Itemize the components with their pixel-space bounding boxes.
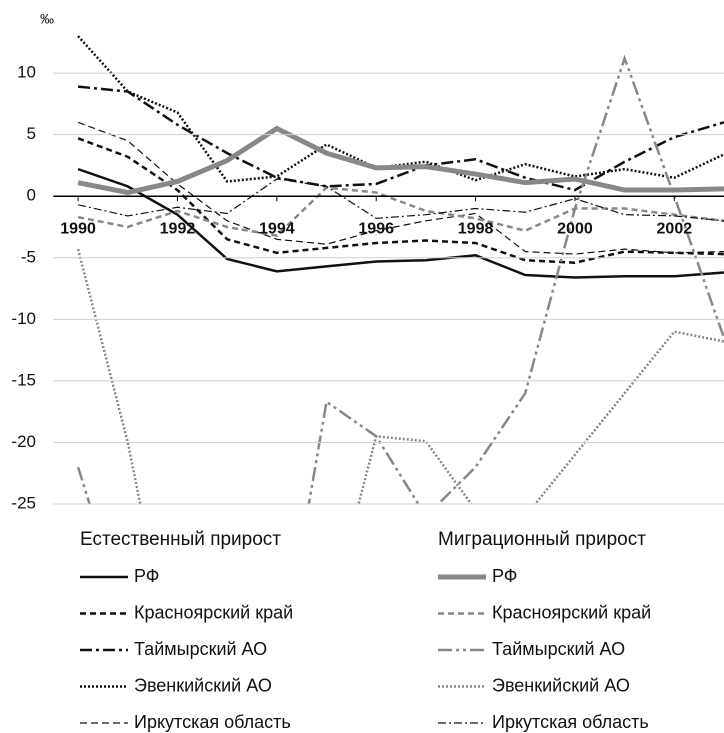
x-tick-label: 1992 [160, 220, 196, 237]
series-line [76, 54, 724, 504]
y-tick-label: -20 [11, 432, 36, 451]
legend-label: РФ [492, 566, 518, 586]
legend-label: Эвенкийский АО [492, 675, 630, 695]
y-tick-label: -10 [11, 309, 36, 328]
x-tick-label: 2002 [657, 220, 693, 237]
legend-label: РФ [134, 566, 160, 586]
series-line [76, 248, 724, 504]
x-tick-label: 1996 [358, 220, 394, 237]
y-tick-label: 10 [17, 63, 36, 82]
legend-label: Иркутская область [492, 712, 649, 732]
legend-label: Эвенкийский АО [134, 675, 272, 695]
y-axis-label: ‰ [40, 11, 54, 27]
y-tick-label: 0 [27, 186, 36, 205]
y-tick-label: -25 [11, 493, 36, 512]
x-tick-label: 1994 [259, 220, 295, 237]
series-line [77, 137, 724, 264]
series-line [77, 178, 724, 222]
x-tick-label: 1998 [458, 220, 494, 237]
legend-header: Естественный прирост [80, 529, 281, 550]
y-tick-label: 5 [27, 124, 36, 143]
y-tick-label: -15 [11, 370, 36, 389]
series-line [77, 186, 724, 237]
legend-label: Таймырский АО [134, 639, 267, 659]
legend-label: Красноярский край [492, 602, 651, 622]
x-tick-label: 1990 [60, 220, 96, 237]
legend-label: Иркутская область [134, 712, 291, 732]
legend-label: Красноярский край [134, 602, 293, 622]
x-tick-label: 2000 [557, 220, 593, 237]
series-line [77, 35, 724, 183]
series-line [77, 125, 724, 196]
y-tick-label: -5 [21, 247, 36, 266]
series-line [77, 167, 724, 279]
legend-header: Миграционный прирост [438, 529, 646, 550]
series-line [77, 85, 724, 192]
legend-label: Таймырский АО [492, 639, 625, 659]
plot-lines [76, 35, 724, 504]
